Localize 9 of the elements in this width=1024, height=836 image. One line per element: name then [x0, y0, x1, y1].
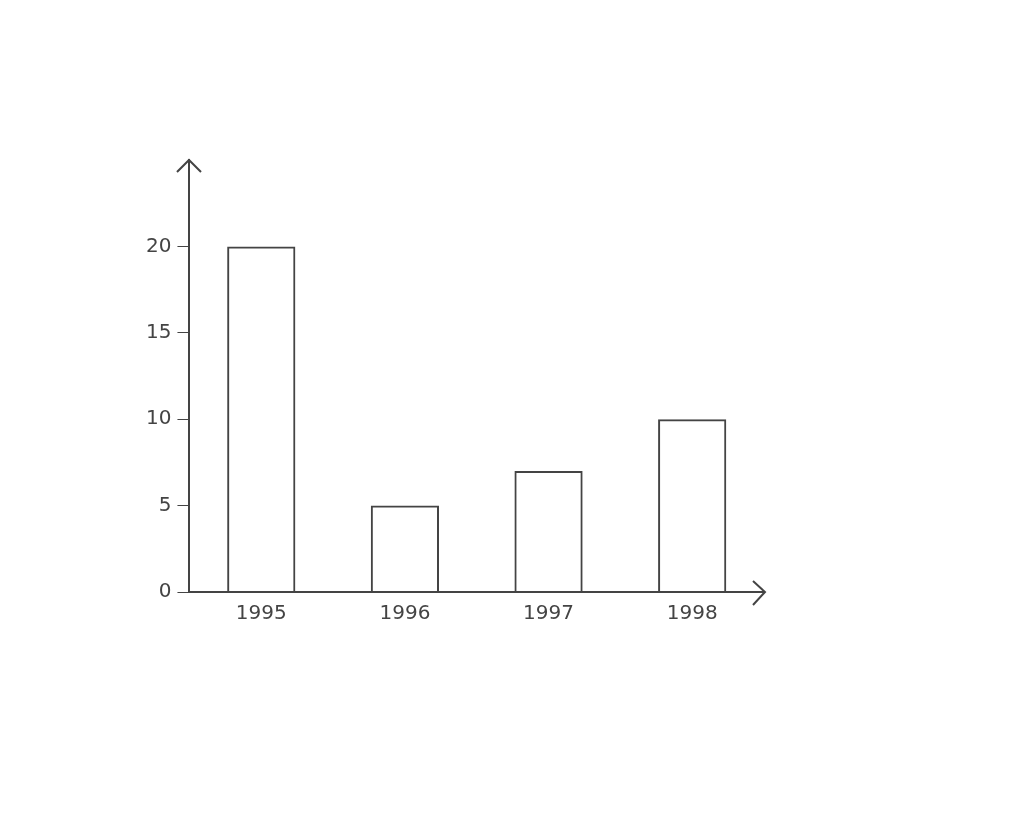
x-tick-label: 1995: [235, 600, 287, 625]
x-tick-label: 1998: [666, 600, 718, 625]
y-tick-label: 0: [158, 578, 172, 603]
y-tick-label: 20: [146, 232, 172, 257]
x-tick-label: 1996: [379, 600, 431, 625]
y-tick-label: 5: [158, 491, 172, 516]
y-tick-label: 10: [146, 405, 172, 430]
y-tick-label: 15: [146, 319, 172, 343]
x-tick-label: 1997: [523, 600, 574, 625]
